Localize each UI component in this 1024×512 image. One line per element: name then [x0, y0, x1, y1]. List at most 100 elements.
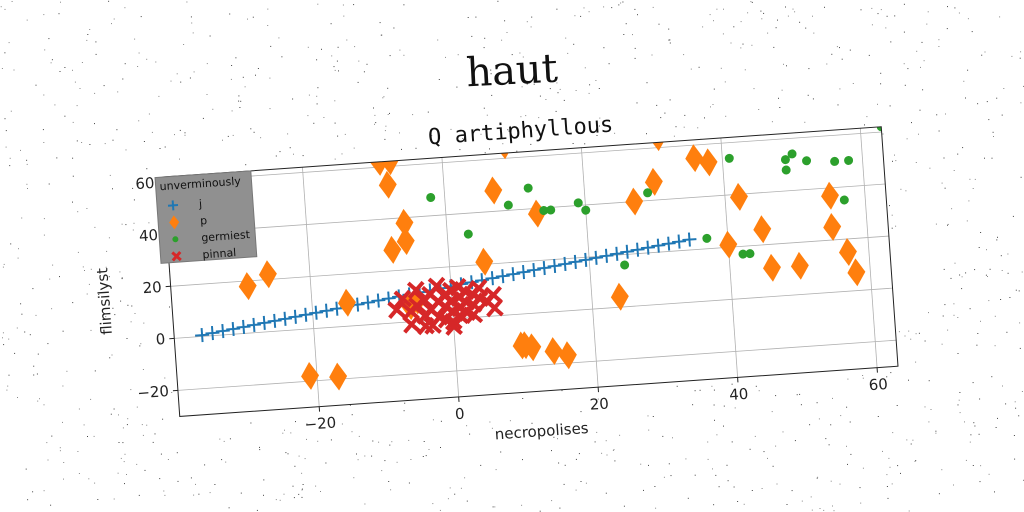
point-p — [523, 333, 542, 362]
point-germiest — [839, 195, 849, 205]
point-germiest — [745, 249, 755, 259]
point-pinnal — [485, 298, 504, 318]
legend-marker — [169, 215, 180, 230]
point-j — [630, 242, 645, 257]
legend-label: pinnal — [202, 246, 237, 261]
point-p — [626, 126, 645, 137]
legend-item-pinnal: pinnal — [171, 246, 237, 262]
point-germiest — [780, 155, 790, 165]
point-germiest — [702, 233, 712, 243]
legend-marker — [167, 200, 179, 211]
point-p — [475, 247, 494, 276]
point-p — [258, 260, 277, 289]
x-tick-label: 60 — [868, 375, 888, 394]
y-gridline — [170, 235, 889, 287]
x-tick-label: 40 — [729, 385, 749, 404]
point-p — [329, 362, 348, 391]
point-p — [484, 176, 503, 205]
point-p — [790, 251, 809, 280]
point-p — [301, 361, 320, 390]
point-p — [847, 258, 866, 287]
point-p — [753, 215, 772, 244]
point-j — [589, 250, 604, 265]
point-j — [651, 238, 666, 253]
point-j — [672, 234, 687, 249]
point-pinnal — [393, 289, 412, 309]
plot-frame — [162, 126, 899, 417]
x-gridline — [859, 128, 878, 368]
y-tick-label: 60 — [135, 174, 155, 193]
point-j — [329, 301, 344, 316]
point-j — [226, 321, 241, 337]
legend-marker — [172, 236, 179, 243]
point-p — [838, 238, 857, 266]
x-axis-label: necropolises — [494, 419, 589, 444]
point-j — [267, 313, 282, 328]
point-j — [506, 267, 521, 282]
point-pinnal — [444, 317, 463, 336]
point-j — [298, 307, 313, 322]
point-j — [640, 240, 656, 255]
point-germiest — [463, 229, 473, 239]
point-germiest — [802, 156, 812, 166]
point-j — [215, 323, 230, 339]
point-germiest — [539, 206, 549, 216]
point-pinnal — [402, 315, 421, 334]
legend-title: unverminously — [159, 175, 241, 194]
y-tick-label: 20 — [142, 278, 162, 297]
chart-title: Q artiphyllous — [427, 113, 614, 151]
y-gridline — [163, 131, 882, 183]
point-pinnal — [464, 305, 484, 325]
point-j — [309, 305, 324, 320]
point-p — [821, 181, 839, 210]
point-pinnal — [406, 280, 426, 300]
y-tick-label: 40 — [138, 226, 158, 245]
point-p — [730, 182, 748, 211]
point-p — [823, 212, 842, 241]
point-germiest — [738, 249, 748, 259]
x-gridline — [441, 157, 460, 397]
point-j — [526, 262, 541, 278]
point-j — [537, 260, 552, 276]
legend-marker — [171, 250, 182, 262]
point-p — [685, 144, 704, 173]
point-p — [337, 288, 356, 317]
x-tick-label: 0 — [454, 405, 465, 424]
y-tick-label: −20 — [137, 382, 170, 402]
point-p — [383, 235, 402, 264]
point-germiest — [620, 260, 630, 270]
point-pinnal — [450, 306, 470, 325]
point-j — [547, 258, 562, 274]
point-germiest — [844, 155, 854, 165]
point-j — [360, 295, 376, 310]
point-j — [205, 326, 220, 341]
point-j — [319, 303, 334, 318]
point-j — [495, 269, 510, 284]
legend-box — [154, 170, 258, 264]
legend-label: germiest — [201, 228, 251, 244]
point-j — [599, 248, 614, 263]
point-pinnal — [484, 285, 503, 305]
point-pinnal — [427, 276, 447, 296]
point-germiest — [581, 205, 591, 215]
x-gridline — [580, 147, 599, 388]
point-p — [625, 187, 644, 216]
point-j — [257, 315, 272, 330]
x-gridline — [302, 167, 320, 407]
point-j — [246, 317, 261, 332]
point-j — [568, 254, 583, 269]
point-j — [516, 265, 531, 280]
point-j — [195, 328, 210, 343]
point-j — [277, 311, 293, 326]
point-p — [395, 208, 414, 237]
point-pinnal — [416, 316, 435, 336]
point-germiest — [573, 198, 583, 208]
point-p — [763, 253, 781, 282]
y-tick-label: 0 — [155, 330, 166, 349]
point-j — [557, 256, 573, 272]
point-germiest — [523, 183, 533, 193]
point-p — [699, 148, 718, 177]
point-germiest — [426, 193, 436, 203]
point-germiest — [546, 205, 556, 215]
